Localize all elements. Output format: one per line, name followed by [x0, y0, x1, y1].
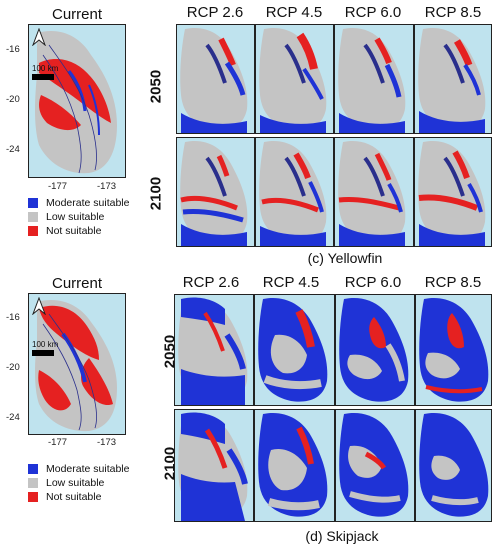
yellowfin-map-2100-rcp45 [255, 137, 334, 247]
skipjack-scenario-header: RCP 8.5 [424, 274, 482, 291]
yellowfin-scenario-header: RCP 6.0 [344, 4, 402, 21]
skipjack-current-map [28, 293, 126, 435]
north-arrow-icon [31, 27, 47, 51]
skipjack-xtick: -173 [97, 437, 117, 448]
yellowfin-ytick: -20 [6, 94, 20, 105]
yellowfin-ytick: -16 [6, 44, 20, 55]
skipjack-legend-not: Not suitable [28, 491, 101, 503]
skipjack-scale-label: 100 km [32, 340, 59, 349]
skipjack-map-2050-rcp85 [415, 294, 492, 406]
yellowfin-caption: (c) Yellowfin [307, 250, 383, 266]
skipjack-map-2050-rcp26 [174, 294, 254, 406]
yellowfin-scenario-header: RCP 8.5 [424, 4, 482, 21]
north-arrow-icon [31, 296, 47, 320]
legend-label: Moderate suitable [46, 197, 130, 209]
skipjack-scale-bar [32, 350, 54, 356]
yellowfin-scale-label: 100 km [32, 64, 59, 73]
skipjack-ytick: -20 [6, 362, 20, 373]
legend-label: Low suitable [46, 477, 105, 489]
yellowfin-ytick: -24 [6, 144, 20, 155]
legend-swatch [28, 212, 38, 222]
yellowfin-scale-bar [32, 74, 54, 80]
yellowfin-map-2050-rcp85 [414, 24, 492, 134]
yellowfin-current-title: Current [52, 6, 103, 23]
skipjack-scenario-header: RCP 4.5 [262, 274, 320, 291]
legend-swatch [28, 492, 38, 502]
yellowfin-map-2050-rcp45 [255, 24, 334, 134]
yellowfin-map-2100-rcp60 [334, 137, 414, 247]
yellowfin-map-2050-rcp26 [176, 24, 255, 134]
yellowfin-map-2050-rcp60 [334, 24, 414, 134]
skipjack-map-2100-rcp45 [254, 409, 335, 522]
skipjack-current-title: Current [52, 275, 103, 292]
yellowfin-current-shape [35, 31, 117, 174]
skipjack-ytick: -24 [6, 412, 20, 423]
skipjack-map-2100-rcp85 [415, 409, 492, 522]
yellowfin-scenario-header: RCP 2.6 [186, 4, 244, 21]
yellowfin-legend-low: Low suitable [28, 211, 104, 223]
yellowfin-year-label: 2100 [147, 176, 165, 211]
yellowfin-xtick: -177 [48, 181, 68, 192]
legend-swatch [28, 226, 38, 236]
legend-swatch [28, 464, 38, 474]
legend-label: Moderate suitable [46, 463, 130, 475]
legend-label: Low suitable [46, 211, 105, 223]
legend-swatch [28, 478, 38, 488]
yellowfin-year-label: 2050 [147, 69, 165, 104]
skipjack-scenario-header: RCP 6.0 [344, 274, 402, 291]
skipjack-legend-moderate: Moderate suitable [28, 463, 129, 475]
skipjack-ytick: -16 [6, 312, 20, 323]
legend-swatch [28, 198, 38, 208]
skipjack-scenario-header: RCP 2.6 [182, 274, 240, 291]
yellowfin-current-map [28, 24, 126, 178]
legend-label: Not suitable [46, 225, 102, 237]
yellowfin-map-2100-rcp26 [176, 137, 255, 247]
skipjack-map-2050-rcp45 [254, 294, 335, 406]
yellowfin-xtick: -173 [97, 181, 117, 192]
skipjack-map-2100-rcp26 [174, 409, 254, 522]
skipjack-legend-low: Low suitable [28, 477, 104, 489]
skipjack-current-shape [35, 300, 117, 432]
yellowfin-legend-moderate: Moderate suitable [28, 197, 129, 209]
legend-label: Not suitable [46, 491, 102, 503]
skipjack-xtick: -177 [48, 437, 68, 448]
yellowfin-map-2100-rcp85 [414, 137, 492, 247]
skipjack-map-2100-rcp60 [335, 409, 415, 522]
yellowfin-legend-not: Not suitable [28, 225, 101, 237]
skipjack-map-2050-rcp60 [335, 294, 415, 406]
yellowfin-scenario-header: RCP 4.5 [265, 4, 323, 21]
skipjack-caption: (d) Skipjack [305, 528, 379, 544]
